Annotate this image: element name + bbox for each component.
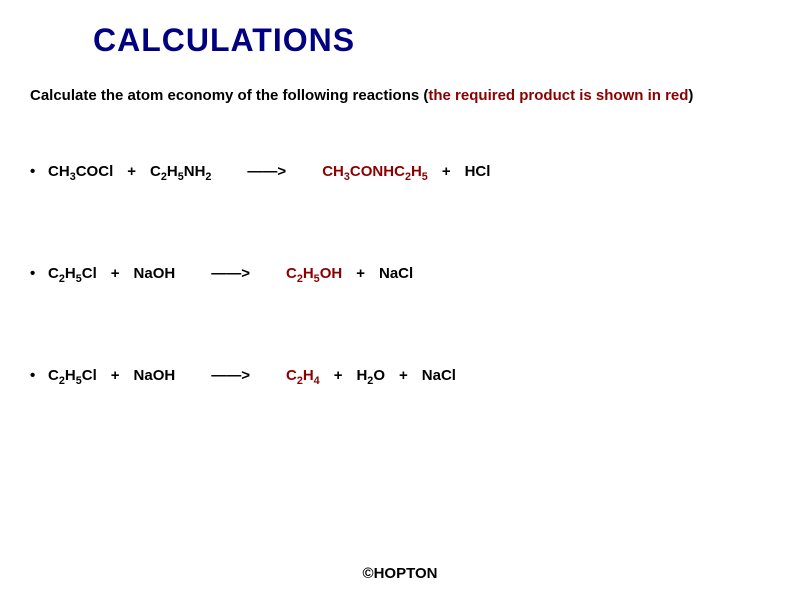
arrow-icon: ——> (211, 367, 250, 384)
reaction-row: •C2H5Cl + NaOH ——> C2H5OH + NaCl (30, 262, 770, 286)
plus-sign: + (442, 163, 451, 180)
formula: CH3CONHC2H5 (322, 163, 428, 180)
reaction-row: •C2H5Cl + NaOH ——> C2H4 + H2O + NaCl (30, 364, 770, 388)
formula: C2H5Cl (48, 367, 97, 384)
formula: C2H5OH (286, 265, 342, 282)
arrow-icon: ——> (247, 163, 286, 180)
formula: NaOH (134, 367, 176, 384)
formula: CH3COCl (48, 163, 113, 180)
bullet-icon: • (30, 364, 48, 388)
instruction-prefix: Calculate the atom economy of the follow… (30, 87, 428, 104)
slide-title: CALCULATIONS (93, 22, 355, 59)
arrow-icon: ——> (211, 265, 250, 282)
formula: C2H5NH2 (150, 163, 211, 180)
plus-sign: + (111, 265, 120, 282)
formula: C2H5Cl (48, 265, 97, 282)
plus-sign: + (356, 265, 365, 282)
bullet-icon: • (30, 160, 48, 184)
attribution: ©HOPTON (0, 565, 800, 582)
bullet-icon: • (30, 262, 48, 286)
formula: NaCl (379, 265, 413, 282)
plus-sign: + (111, 367, 120, 384)
instruction-suffix: ) (688, 87, 693, 104)
formula: HCl (465, 163, 491, 180)
plus-sign: + (399, 367, 408, 384)
plus-sign: + (334, 367, 343, 384)
reaction-row: •CH3COCl + C2H5NH2 ——> CH3CONHC2H5 + HCl (30, 160, 770, 184)
formula: C2H4 (286, 367, 320, 384)
formula: NaOH (134, 265, 176, 282)
reactions-list: •CH3COCl+C2H5NH2——>CH3CONHC2H5+HCl•C2H5C… (30, 160, 770, 466)
instruction-highlight: the required product is shown in red (428, 87, 688, 104)
instruction-text: Calculate the atom economy of the follow… (30, 85, 770, 106)
formula: NaCl (422, 367, 456, 384)
slide: CALCULATIONS Calculate the atom economy … (0, 0, 800, 600)
formula: H2O (356, 367, 385, 384)
plus-sign: + (127, 163, 136, 180)
